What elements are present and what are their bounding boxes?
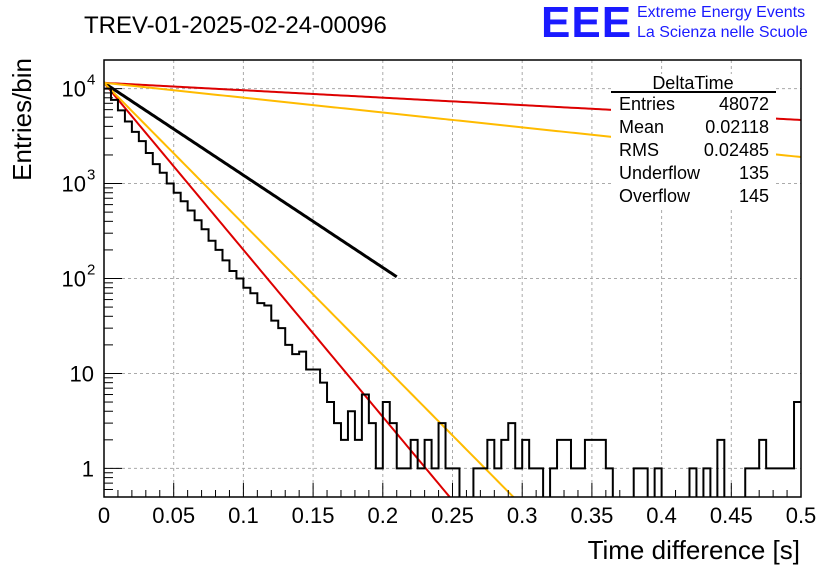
- eee-logo-mark: EEE: [541, 0, 633, 47]
- stats-box-background: [611, 74, 776, 208]
- y-tick-exponent: 2: [87, 262, 95, 279]
- x-tick-label: 0.25: [431, 503, 474, 528]
- y-tick-base: 10: [62, 267, 86, 292]
- y-tick-exponent: 4: [87, 72, 95, 89]
- stats-row-value: 145: [739, 186, 769, 206]
- stats-row-value: 135: [739, 163, 769, 183]
- x-tick-label: 0.3: [507, 503, 538, 528]
- fit-curve-2: [104, 82, 515, 497]
- stats-row-value: 0.02118: [705, 117, 769, 137]
- y-tick-label: 1: [82, 456, 94, 481]
- y-tick-exponent: 3: [87, 167, 95, 184]
- stats-row-label: RMS: [619, 140, 659, 160]
- x-tick-label: 0.4: [646, 503, 677, 528]
- x-tick-label: 0.05: [152, 503, 195, 528]
- y-tick-label: 10 4: [62, 72, 96, 102]
- x-tick-label: 0.15: [292, 503, 335, 528]
- y-axis-label: Entries/bin: [7, 58, 37, 181]
- fit-curve-0: [104, 81, 398, 279]
- y-tick-label: 10 2: [62, 262, 96, 292]
- stats-row-value: 48072: [719, 94, 769, 114]
- stats-row-label: Mean: [619, 117, 664, 137]
- x-axis-label: Time difference [s]: [588, 535, 800, 565]
- x-tick-label: 0.45: [710, 503, 753, 528]
- stats-row-value: 0.02485: [704, 140, 769, 160]
- stats-box-title: DeltaTime: [652, 73, 733, 93]
- stats-row-label: Entries: [619, 94, 675, 114]
- stats-row-label: Underflow: [619, 163, 701, 183]
- stats-row-label: Overflow: [619, 186, 691, 206]
- y-tick-base: 1: [82, 456, 94, 481]
- stats-box: DeltaTime Entries 48072 Mean 0.02118 RMS 0.02…: [611, 73, 776, 208]
- histogram-series: [104, 87, 801, 497]
- logo-text-line2: La Scienza nelle Scuole: [637, 24, 808, 41]
- y-tick-label: 10 3: [62, 167, 96, 197]
- x-tick-label: 0.35: [570, 503, 613, 528]
- y-tick-base: 10: [62, 77, 86, 102]
- x-axis-ticks: 0 0.05 0.1 0.15 0.2 0.25 0.3 0.35 0.4 0.45 0.5: [98, 483, 816, 528]
- y-tick-base: 10: [62, 172, 86, 197]
- histogram-step-line: [104, 87, 801, 497]
- x-tick-label: 0.1: [228, 503, 259, 528]
- x-tick-label: 0.2: [368, 503, 399, 528]
- x-tick-label: 0: [98, 503, 110, 528]
- fit-curve-1: [104, 82, 451, 497]
- x-tick-label: 0.5: [786, 503, 817, 528]
- y-tick-base: 10: [70, 361, 94, 386]
- chart-title: TREV-01-2025-02-24-00096: [84, 12, 387, 39]
- y-tick-label: 10: [70, 361, 94, 386]
- logo-text-line1: Extreme Energy Events: [637, 4, 806, 21]
